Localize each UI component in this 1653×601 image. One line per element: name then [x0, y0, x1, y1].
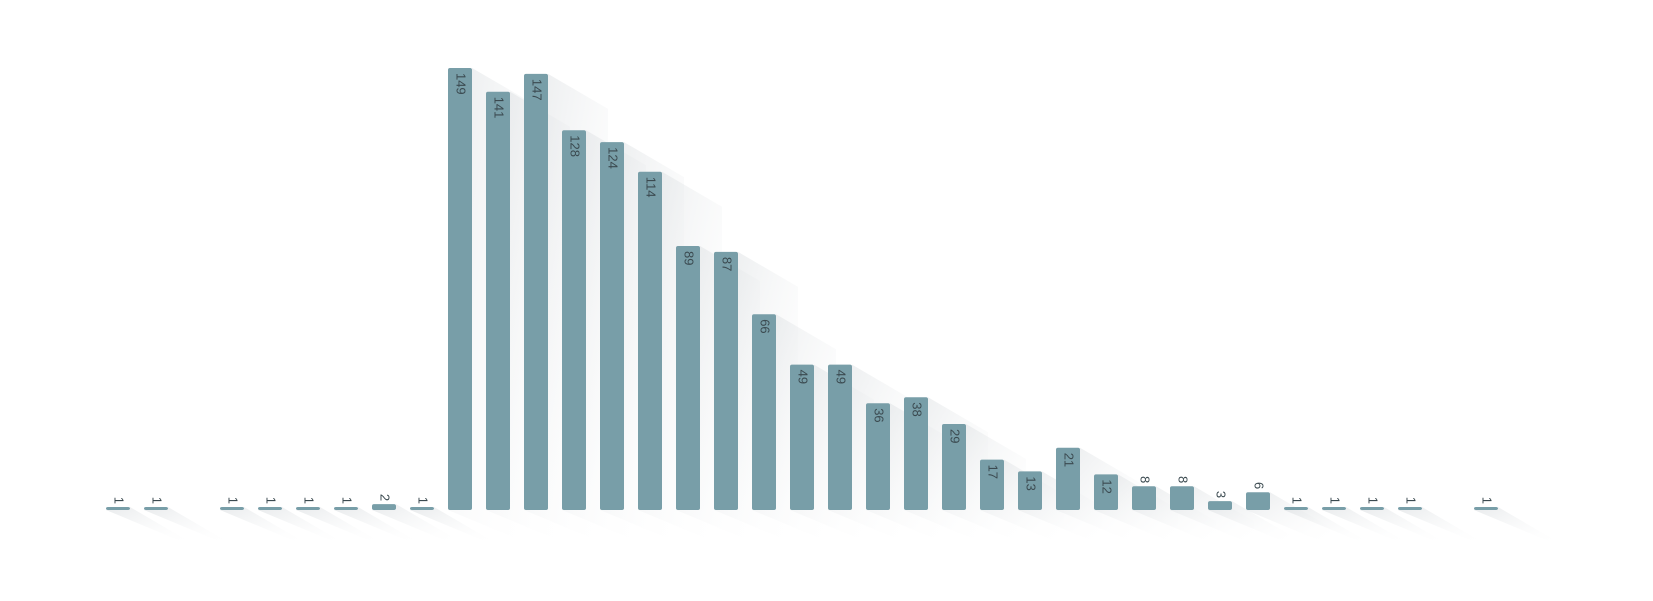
- bar: [790, 364, 814, 510]
- value-label: 114: [644, 177, 659, 198]
- bar-shadow: [258, 507, 342, 545]
- value-label: 13: [1024, 476, 1039, 490]
- bar: [1018, 471, 1042, 510]
- bar-shadow: [106, 507, 190, 545]
- bar: [638, 171, 662, 511]
- bar-shadow: [372, 504, 456, 545]
- value-label: 2: [378, 494, 393, 501]
- value-label: 1: [1366, 497, 1381, 504]
- bar: [752, 314, 776, 510]
- bar: [866, 403, 890, 510]
- bar: [828, 364, 852, 510]
- bar: [980, 459, 1004, 510]
- value-label: 87: [720, 257, 735, 271]
- bar: [1170, 486, 1194, 510]
- value-label: 1: [416, 497, 431, 504]
- bar: [1322, 507, 1346, 510]
- bar-shadow: [1360, 507, 1444, 545]
- bar-shadow: [1208, 501, 1292, 545]
- value-label: 8: [1138, 476, 1153, 483]
- value-label: 1: [340, 497, 355, 504]
- bar: [372, 504, 396, 510]
- bar-shadow: [1246, 492, 1330, 545]
- value-label: 17: [986, 465, 1001, 479]
- value-label: 12: [1100, 479, 1115, 493]
- bar: [600, 142, 624, 510]
- bar: [714, 251, 738, 510]
- bar: [144, 507, 168, 510]
- bar: [1398, 507, 1422, 510]
- value-label: 89: [682, 251, 697, 265]
- bar: [942, 423, 966, 510]
- bar: [1094, 474, 1118, 510]
- value-label: 49: [834, 370, 849, 384]
- value-label: 21: [1062, 453, 1077, 467]
- bar: [676, 245, 700, 510]
- bar: [448, 67, 472, 510]
- bar: [1474, 507, 1498, 510]
- bar-shadow: [1284, 507, 1368, 545]
- bar: [1208, 501, 1232, 510]
- bar-shadow: [1322, 507, 1406, 545]
- bar-shadow: [1474, 507, 1558, 545]
- value-label: 1: [302, 497, 317, 504]
- bar: [258, 507, 282, 510]
- value-label: 1: [264, 497, 279, 504]
- bar: [562, 130, 586, 510]
- bar-shadow: [1398, 507, 1482, 545]
- value-label: 3: [1214, 491, 1229, 498]
- value-label: 1: [150, 497, 165, 504]
- value-label: 29: [948, 429, 963, 443]
- value-label: 1: [1328, 497, 1343, 504]
- value-label: 1: [1404, 497, 1419, 504]
- bar: [904, 397, 928, 510]
- bar: [1056, 447, 1080, 510]
- value-label: 141: [492, 97, 507, 119]
- bar: [1246, 492, 1270, 510]
- value-label: 124: [606, 147, 621, 169]
- bar: [524, 73, 548, 511]
- value-label: 128: [568, 135, 583, 157]
- value-label: 36: [872, 408, 887, 422]
- bar-shadow: [1170, 486, 1254, 545]
- bar-shadow: [220, 507, 304, 545]
- bar: [1284, 507, 1308, 510]
- value-label: 6: [1252, 482, 1267, 489]
- bar-shadow: [334, 507, 418, 545]
- bar-shadow: [296, 507, 380, 545]
- value-label: 8: [1176, 476, 1191, 483]
- bar-shadow: [410, 507, 494, 545]
- value-label: 149: [454, 73, 469, 95]
- value-label: 38: [910, 402, 925, 416]
- value-label: 66: [758, 319, 773, 333]
- bar-shadow: [1132, 486, 1216, 545]
- value-label: 1: [112, 497, 127, 504]
- value-label: 1: [1480, 497, 1495, 504]
- bar: [1132, 486, 1156, 510]
- value-label: 1: [226, 497, 241, 504]
- value-label: 1: [1290, 497, 1305, 504]
- bar-shadow: [144, 507, 228, 545]
- value-label: 147: [530, 79, 545, 101]
- bar: [106, 507, 130, 510]
- bar: [334, 507, 358, 510]
- bar: [296, 507, 320, 510]
- bar: [1360, 507, 1384, 510]
- bar: [486, 91, 510, 510]
- bar: [220, 507, 244, 510]
- bar: [410, 507, 434, 510]
- value-label: 49: [796, 370, 811, 384]
